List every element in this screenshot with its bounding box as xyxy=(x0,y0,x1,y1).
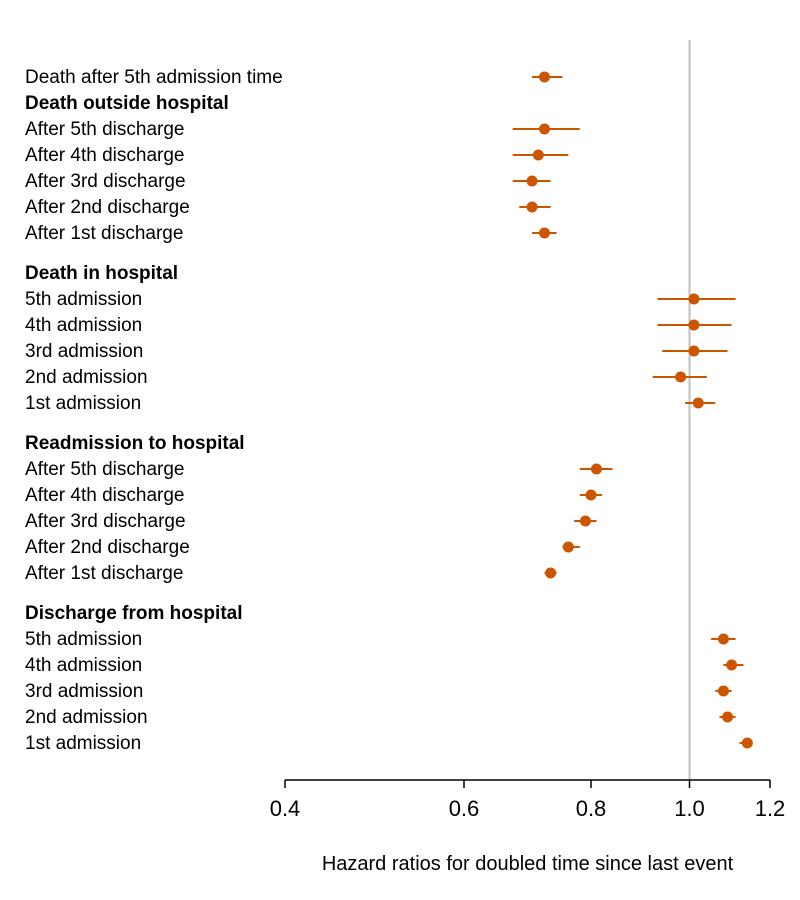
x-axis-tick-label: 0.4 xyxy=(270,796,301,821)
row-label: Death after 5th admission time xyxy=(25,67,283,88)
row-label: 2nd admission xyxy=(25,367,148,388)
row-label: After 2nd discharge xyxy=(25,537,190,558)
row-label: 3rd admission xyxy=(25,341,143,362)
row-label: After 1st discharge xyxy=(25,563,183,584)
row-label: 4th admission xyxy=(25,655,142,676)
hazard-ratio-point xyxy=(563,542,574,553)
x-axis-tick-label: 1.2 xyxy=(755,796,786,821)
hazard-ratio-point xyxy=(718,634,729,645)
group-header: Death outside hospital xyxy=(25,93,229,114)
row-label: After 3rd discharge xyxy=(25,511,186,532)
forest-plot: Death after 5th admission time Death outs… xyxy=(0,0,800,900)
hazard-ratio-point xyxy=(688,320,699,331)
row-label: After 4th discharge xyxy=(25,485,184,506)
hazard-ratio-point xyxy=(545,568,556,579)
hazard-ratio-point xyxy=(742,738,753,749)
row-label: After 4th discharge xyxy=(25,145,184,166)
group-header: Discharge from hospital xyxy=(25,603,243,624)
hazard-ratio-point xyxy=(675,372,686,383)
hazard-ratio-point xyxy=(580,516,591,527)
hazard-ratio-point xyxy=(539,72,550,83)
row-label: After 5th discharge xyxy=(25,119,184,140)
row-label: 1st admission xyxy=(25,393,141,414)
group-header: Readmission to hospital xyxy=(25,433,245,454)
row-label: 3rd admission xyxy=(25,681,143,702)
hazard-ratio-point xyxy=(688,294,699,305)
hazard-ratio-point xyxy=(693,398,704,409)
hazard-ratio-point xyxy=(688,346,699,357)
hazard-ratio-point xyxy=(527,202,538,213)
hazard-ratio-point xyxy=(586,490,597,501)
x-axis-tick-label: 1.0 xyxy=(674,796,705,821)
row-label: After 1st discharge xyxy=(25,223,183,244)
x-axis-title: Hazard ratios for doubled time since las… xyxy=(322,853,734,875)
hazard-ratio-point xyxy=(726,660,737,671)
hazard-ratio-point xyxy=(591,464,602,475)
row-label: After 2nd discharge xyxy=(25,197,190,218)
row-label: After 5th discharge xyxy=(25,459,184,480)
group-header: Death in hospital xyxy=(25,263,178,284)
hazard-ratio-point xyxy=(539,228,550,239)
row-label: 1st admission xyxy=(25,733,141,754)
row-label: 2nd admission xyxy=(25,707,148,728)
x-axis-tick-label: 0.8 xyxy=(576,796,607,821)
x-axis-tick-label: 0.6 xyxy=(449,796,480,821)
hazard-ratio-point xyxy=(533,150,544,161)
forest-plot-svg: Death after 5th admission time Death outs… xyxy=(0,0,800,900)
hazard-ratio-point xyxy=(539,124,550,135)
row-label: After 3rd discharge xyxy=(25,171,186,192)
row-label: 5th admission xyxy=(25,289,142,310)
hazard-ratio-point xyxy=(527,176,538,187)
hazard-ratio-point xyxy=(722,712,733,723)
row-label: 5th admission xyxy=(25,629,142,650)
row-label: 4th admission xyxy=(25,315,142,336)
hazard-ratio-point xyxy=(718,686,729,697)
